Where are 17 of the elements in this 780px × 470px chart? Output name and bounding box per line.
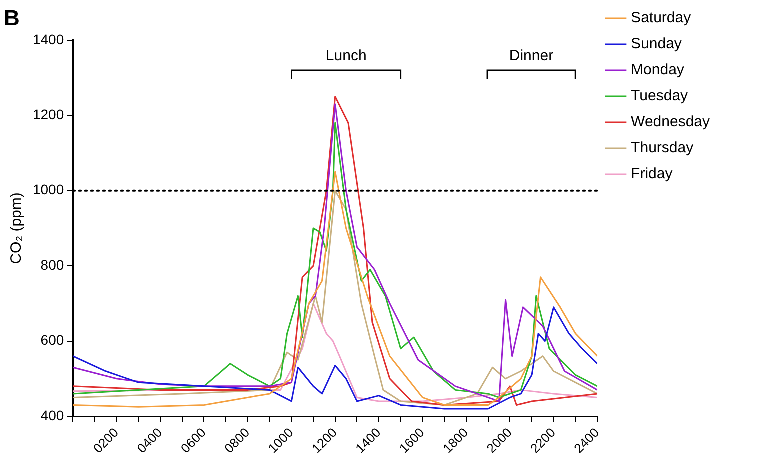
y-tick-label: 400 — [40, 407, 64, 424]
y-axis-title: CO₂ (ppm) — [8, 192, 26, 264]
legend-label: Tuesday — [631, 88, 689, 105]
legend-label: Monday — [631, 62, 685, 79]
y-tick-label: 800 — [40, 256, 64, 273]
legend-label: Sunday — [631, 36, 682, 53]
y-tick-label: 1200 — [32, 106, 64, 122]
chart-title: B — [4, 5, 20, 30]
legend-label: Friday — [631, 166, 674, 183]
y-tick-label: 600 — [40, 332, 64, 348]
legend-label: Thursday — [631, 140, 694, 157]
y-tick-label: 1400 — [32, 31, 64, 48]
legend-label: Wednesday — [631, 114, 710, 131]
annotation: Lunch — [326, 48, 367, 65]
annotation: Dinner — [509, 48, 554, 65]
legend-label: Saturday — [631, 10, 692, 27]
y-tick-label: 1000 — [32, 182, 64, 198]
